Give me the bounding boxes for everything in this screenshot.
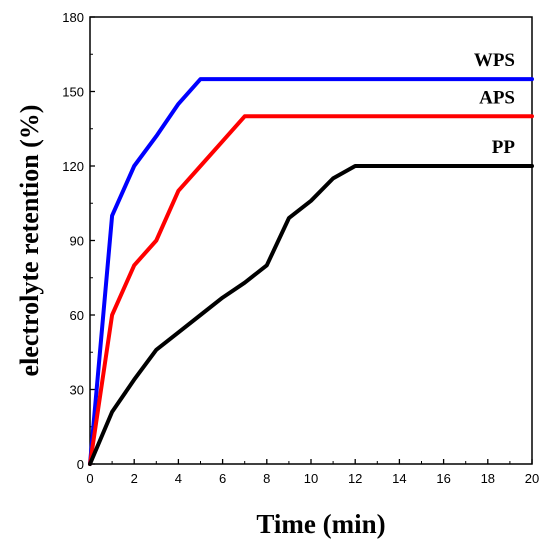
y-tick-label: 120 [62, 159, 84, 174]
x-tick-label: 20 [525, 471, 539, 486]
series-line-pp [88, 164, 534, 466]
x-tick-label: 18 [481, 471, 495, 486]
x-tick-label: 8 [263, 471, 270, 486]
legend-label-pp: PP [492, 137, 516, 158]
axis-ticks: 0 2 4 6 8 10 12 14 16 18 20 0 30 60 90 120 150 180 [62, 10, 539, 486]
y-axis-title: electrolyte retention (%) [15, 105, 44, 377]
x-tick-label: 14 [392, 471, 406, 486]
series-line-wps [88, 77, 534, 466]
x-tick-label: 10 [304, 471, 318, 486]
x-tick-label: 16 [436, 471, 450, 486]
legend-label-wps: WPS [474, 50, 515, 71]
legend: WPS APS PP [474, 50, 516, 158]
x-tick-label: 0 [86, 471, 93, 486]
x-tick-label: 6 [219, 471, 226, 486]
y-tick-label: 150 [62, 85, 84, 100]
legend-label-aps: APS [479, 87, 515, 108]
series-lines [88, 77, 534, 466]
y-tick-label: 0 [77, 457, 84, 472]
x-tick-label: 2 [131, 471, 138, 486]
y-tick-label: 30 [70, 383, 84, 398]
y-tick-label: 90 [70, 234, 84, 249]
y-tick-label: 60 [70, 308, 84, 323]
x-tick-label: 12 [348, 471, 362, 486]
x-tick-label: 4 [175, 471, 182, 486]
series-line-aps [88, 114, 534, 466]
y-tick-label: 180 [62, 10, 84, 25]
x-axis-title: Time (min) [256, 509, 385, 539]
